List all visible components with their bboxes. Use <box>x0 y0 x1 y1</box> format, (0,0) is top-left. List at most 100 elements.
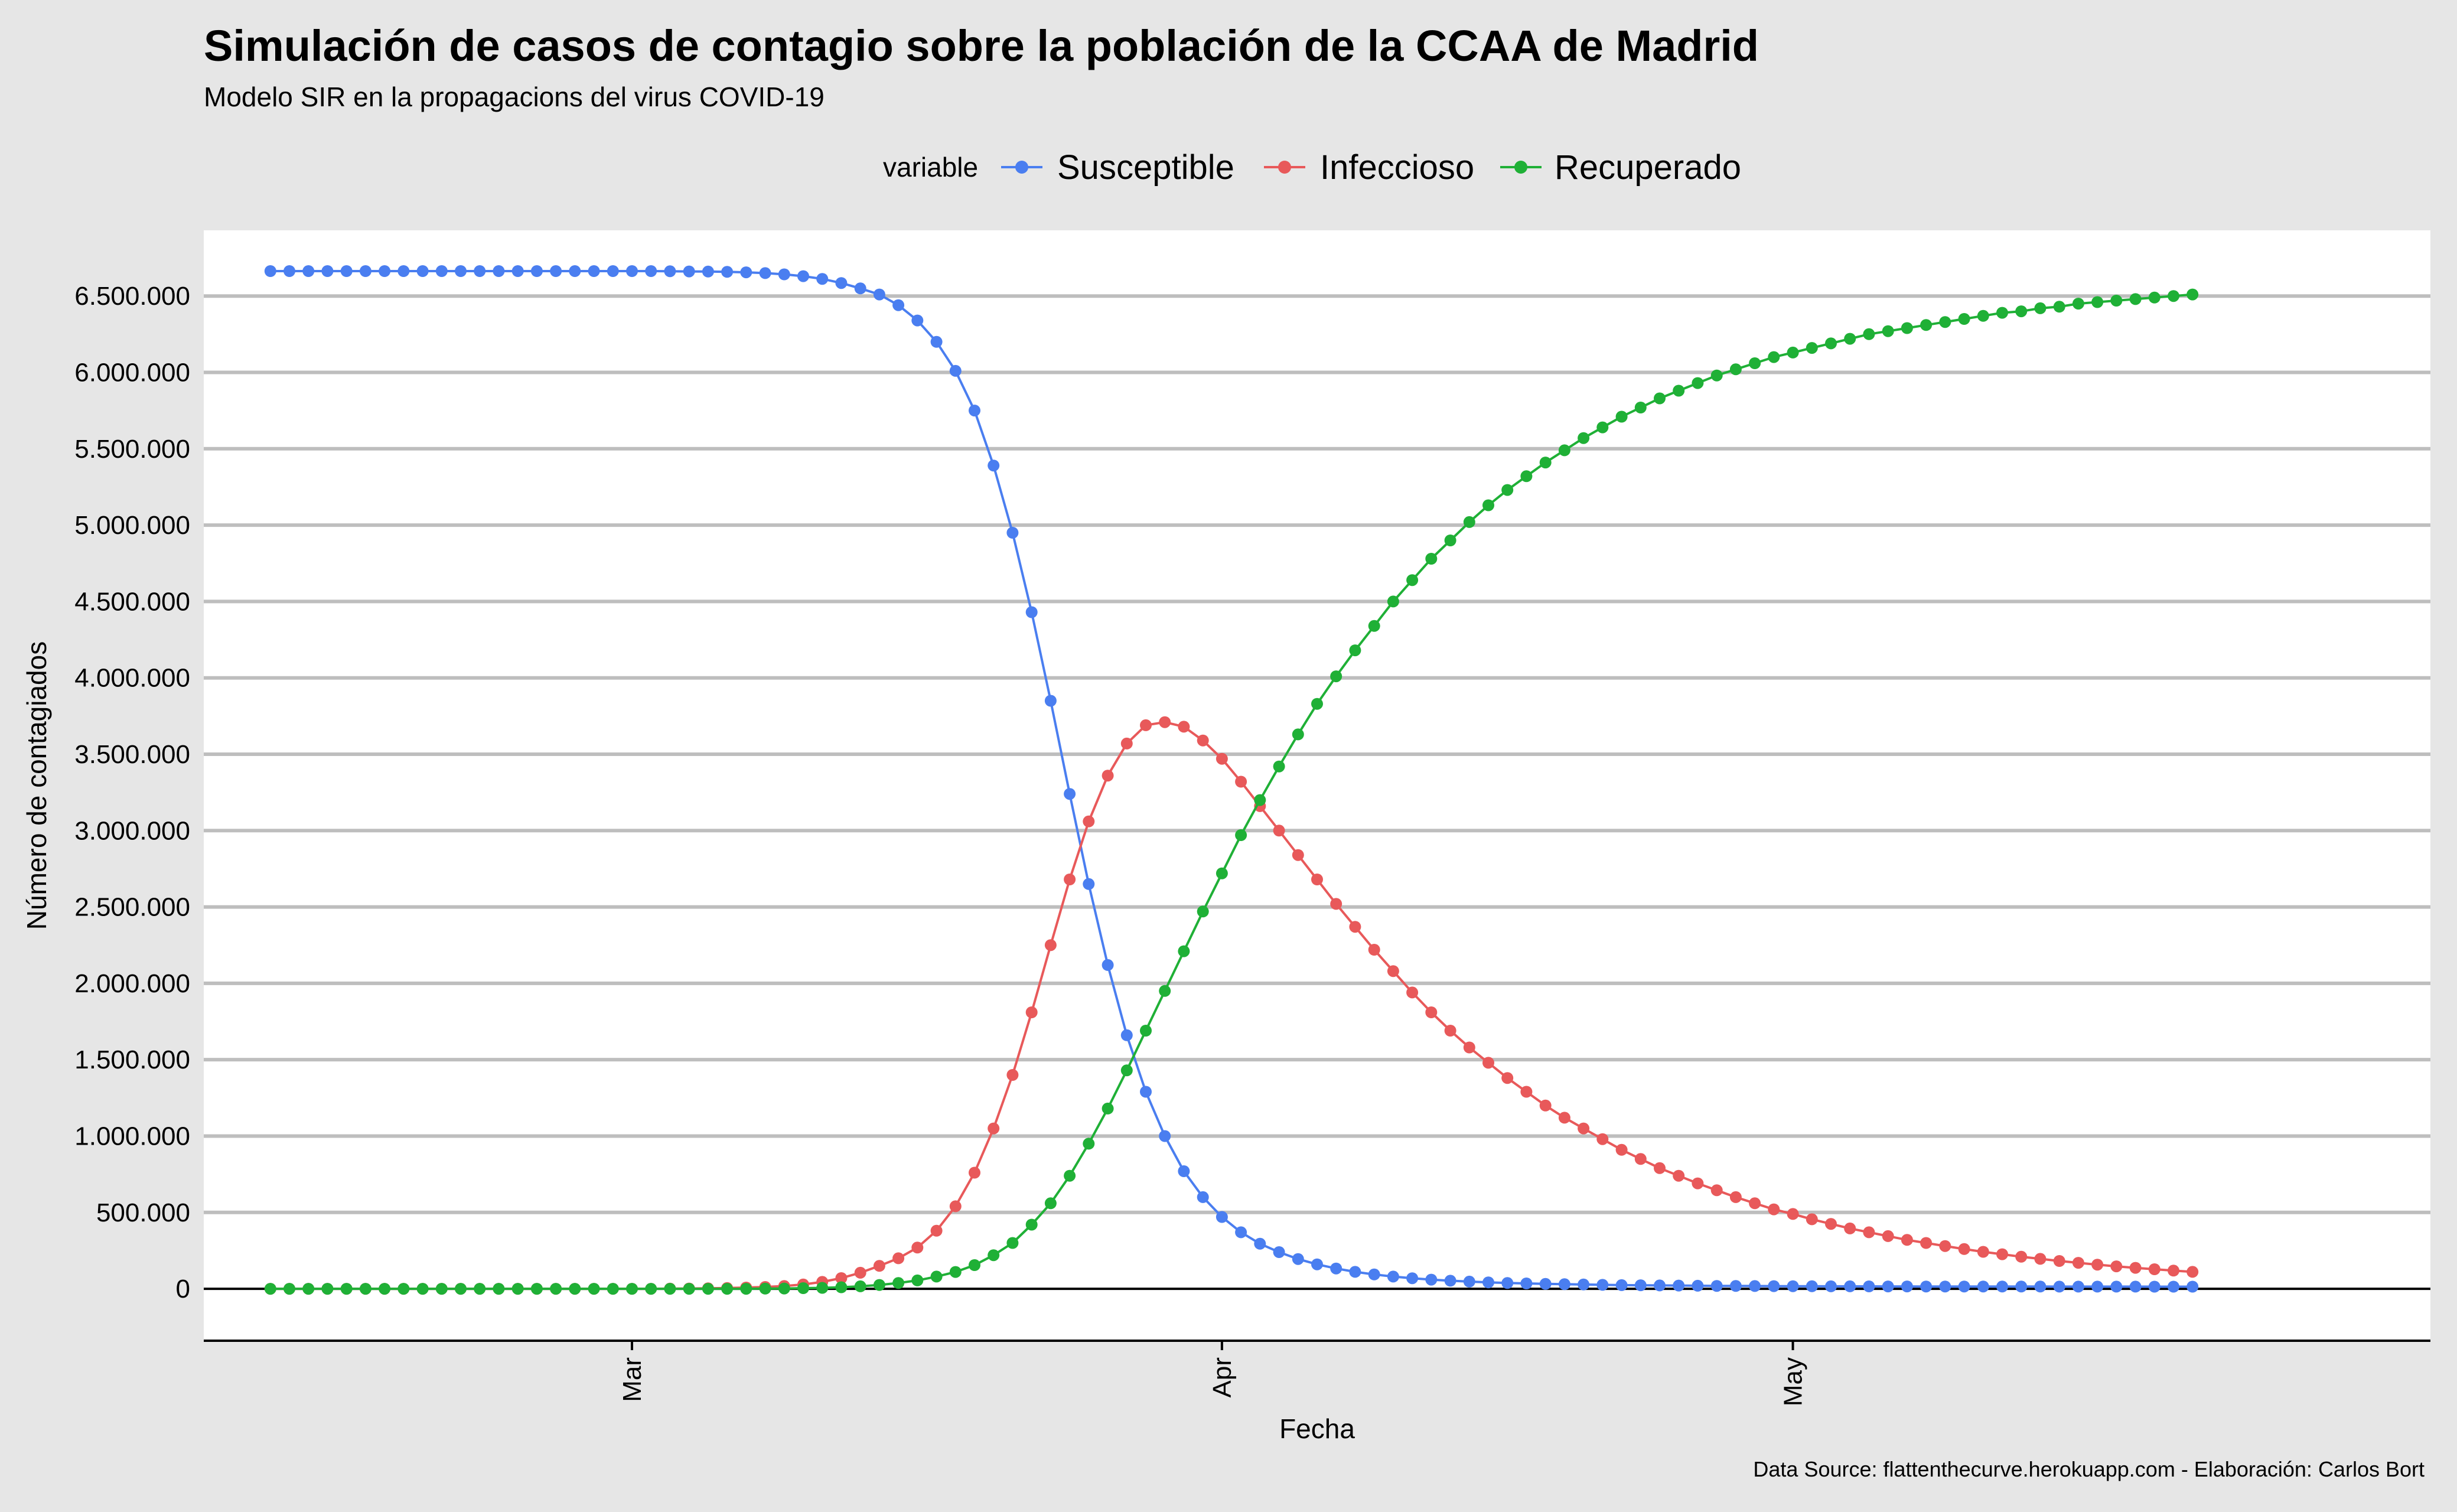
point-recuperado <box>1349 644 1361 657</box>
point-susceptible <box>416 265 429 277</box>
point-susceptible <box>1387 1270 1399 1283</box>
point-recuperado <box>493 1283 505 1295</box>
point-infeccioso <box>1882 1230 1894 1242</box>
point-recuperado <box>1406 574 1419 586</box>
x-tick-label: Apr <box>1208 1357 1237 1397</box>
point-susceptible <box>1120 1029 1133 1041</box>
point-infeccioso <box>854 1266 866 1279</box>
point-infeccioso <box>2129 1262 2142 1274</box>
point-susceptible <box>1539 1278 1552 1290</box>
point-infeccioso <box>1425 1006 1438 1018</box>
point-susceptible <box>1311 1258 1323 1270</box>
point-infeccioso <box>1387 965 1399 977</box>
point-susceptible <box>1273 1246 1285 1258</box>
point-infeccioso <box>1120 737 1133 750</box>
point-recuperado <box>1083 1138 1095 1150</box>
point-recuperado <box>626 1283 638 1295</box>
point-infeccioso <box>1463 1041 1475 1054</box>
point-susceptible <box>1216 1211 1228 1223</box>
point-susceptible <box>1654 1279 1666 1292</box>
point-susceptible <box>930 335 943 348</box>
point-recuperado <box>721 1283 734 1295</box>
point-recuperado <box>340 1283 353 1295</box>
point-susceptible <box>835 277 848 289</box>
point-susceptible <box>1768 1280 1780 1292</box>
legend-item-recuperado: Recuperado <box>1500 148 1741 187</box>
point-infeccioso <box>1863 1226 1875 1239</box>
point-susceptible <box>1482 1276 1494 1289</box>
point-recuperado <box>397 1283 410 1295</box>
point-recuperado <box>530 1283 543 1295</box>
point-susceptible <box>1178 1165 1190 1177</box>
point-recuperado <box>435 1283 448 1295</box>
point-infeccioso <box>1482 1057 1494 1069</box>
point-infeccioso <box>2091 1259 2104 1271</box>
point-recuperado <box>1273 760 1285 773</box>
point-infeccioso <box>1939 1240 1951 1252</box>
point-infeccioso <box>1044 939 1057 951</box>
point-recuperado <box>588 1283 600 1295</box>
point-susceptible <box>1901 1280 1913 1293</box>
point-susceptible <box>854 282 866 295</box>
point-susceptible <box>1330 1262 1342 1275</box>
point-recuperado <box>284 1283 295 1295</box>
point-recuperado <box>359 1283 372 1295</box>
point-infeccioso <box>1673 1169 1685 1182</box>
point-infeccioso <box>1140 719 1152 731</box>
point-susceptible <box>911 314 924 327</box>
point-recuperado <box>1501 484 1514 496</box>
point-susceptible <box>2015 1280 2028 1293</box>
point-susceptible <box>1825 1280 1837 1292</box>
point-infeccioso <box>1159 716 1171 728</box>
y-tick-label: 6.500.000 <box>74 282 190 311</box>
x-axis-title: Fecha <box>1279 1413 1355 1444</box>
point-susceptible <box>435 265 448 277</box>
point-susceptible <box>1235 1226 1247 1239</box>
point-recuperado <box>1064 1169 1076 1182</box>
point-recuperado <box>1768 351 1780 363</box>
point-susceptible <box>1844 1280 1856 1292</box>
point-infeccioso <box>1520 1086 1533 1098</box>
point-susceptible <box>1729 1280 1742 1292</box>
point-susceptible <box>626 265 638 277</box>
point-infeccioso <box>1501 1072 1514 1084</box>
point-infeccioso <box>835 1272 848 1284</box>
point-recuperado <box>911 1274 924 1286</box>
point-susceptible <box>1673 1279 1685 1292</box>
point-recuperado <box>1025 1218 1038 1231</box>
point-recuperado <box>1939 316 1951 328</box>
point-recuperado <box>778 1282 790 1295</box>
point-infeccioso <box>1692 1177 1704 1190</box>
point-recuperado <box>1159 985 1171 997</box>
legend-key-dot-infeccioso <box>1278 161 1291 174</box>
y-tick-label: 3.500.000 <box>74 740 190 769</box>
point-recuperado <box>511 1283 524 1295</box>
point-recuperado <box>607 1283 619 1295</box>
point-susceptible <box>455 265 467 277</box>
point-susceptible <box>1920 1280 1933 1293</box>
point-infeccioso <box>1901 1234 1913 1246</box>
point-infeccioso <box>1806 1213 1818 1226</box>
point-recuperado <box>1673 384 1685 397</box>
legend-label-infeccioso: Infeccioso <box>1320 148 1474 187</box>
legend-label-susceptible: Susceptible <box>1057 148 1234 187</box>
point-susceptible <box>1406 1272 1419 1285</box>
point-infeccioso <box>1083 815 1095 827</box>
y-tick-label: 1.500.000 <box>74 1045 190 1074</box>
point-infeccioso <box>1996 1248 2008 1260</box>
point-susceptible <box>1977 1280 1989 1293</box>
point-susceptible <box>1025 606 1038 618</box>
point-recuperado <box>797 1282 809 1294</box>
chart-title: Simulación de casos de contagio sobre la… <box>204 21 1759 70</box>
series-group <box>264 265 2199 1295</box>
point-susceptible <box>1578 1278 1590 1291</box>
point-infeccioso <box>2168 1265 2179 1277</box>
point-infeccioso <box>1102 770 1114 782</box>
point-infeccioso <box>1578 1122 1590 1135</box>
point-susceptible <box>379 265 391 277</box>
point-recuperado <box>1292 728 1304 741</box>
point-susceptible <box>759 267 771 279</box>
point-recuperado <box>1710 369 1723 382</box>
point-recuperado <box>873 1279 885 1291</box>
point-susceptible <box>530 265 543 277</box>
